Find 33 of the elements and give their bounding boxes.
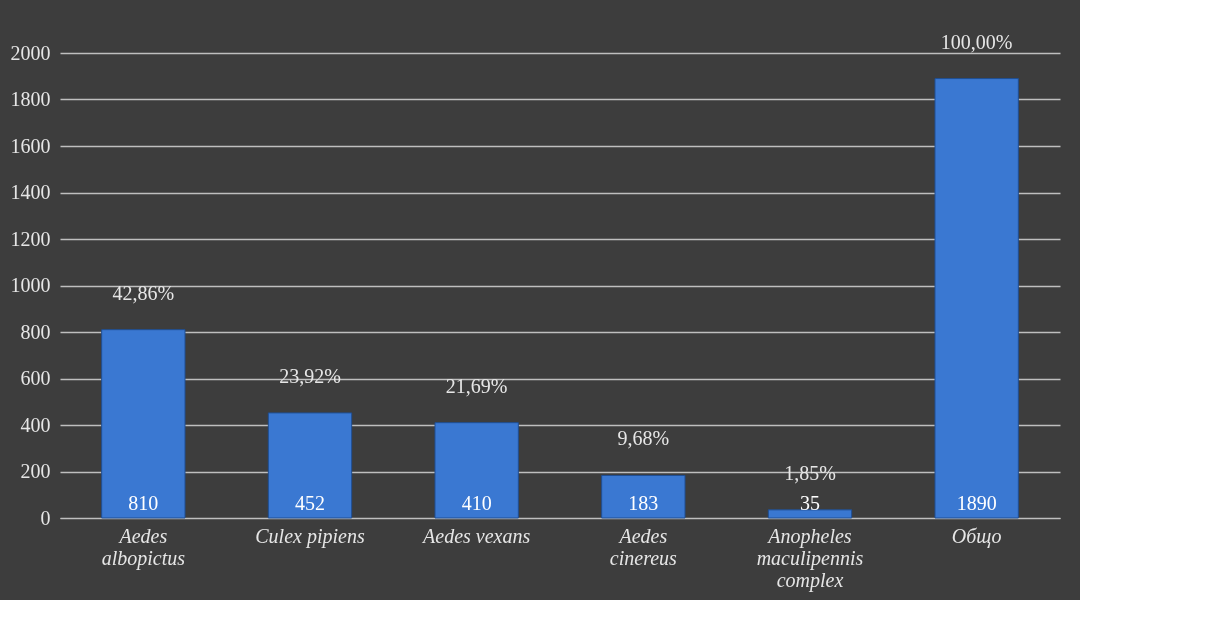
data-label: 35: [800, 492, 820, 514]
bar: [101, 329, 186, 519]
y-tick-label: 1400: [10, 181, 51, 203]
bar: [601, 474, 686, 519]
y-tick-label: 2000: [10, 41, 51, 64]
annotation: 100,00%: [940, 30, 1013, 53]
y-tick-label: 0: [40, 506, 51, 529]
y-tick-label: 600: [20, 367, 51, 389]
bar: [934, 78, 1019, 519]
y-tick-label: 800: [20, 320, 51, 343]
data-label: 1890: [956, 492, 997, 514]
annotation: 9,68%: [617, 427, 670, 450]
y-tick-label: 1200: [10, 227, 51, 250]
bar: [267, 412, 353, 519]
x-tick-label: Anopheles maculipennis complex: [756, 524, 864, 592]
x-tick-label: Culex pipiens: [255, 524, 365, 548]
y-tick-label: 1000: [10, 274, 51, 296]
annotation: 42,86%: [112, 281, 175, 304]
data-label: 810: [128, 492, 159, 514]
y-tick-label: 1600: [10, 134, 51, 157]
annotation: 21,69%: [445, 374, 508, 397]
y-tick-label: 400: [20, 413, 51, 436]
data-label: 410: [461, 492, 492, 514]
data-label: 183: [628, 492, 659, 514]
bar: [434, 422, 519, 519]
y-tick-label: 200: [20, 460, 51, 482]
bar: [767, 509, 853, 519]
x-tick-label: Aedes cinereus: [609, 524, 678, 569]
data-label: 452: [295, 492, 325, 514]
x-tick-label: Aedes vexans: [421, 524, 531, 547]
x-tick-label: Aedes albopictus: [101, 524, 186, 570]
x-tick-label: Общо: [951, 524, 1002, 548]
y-tick-label: 1800: [10, 88, 51, 110]
